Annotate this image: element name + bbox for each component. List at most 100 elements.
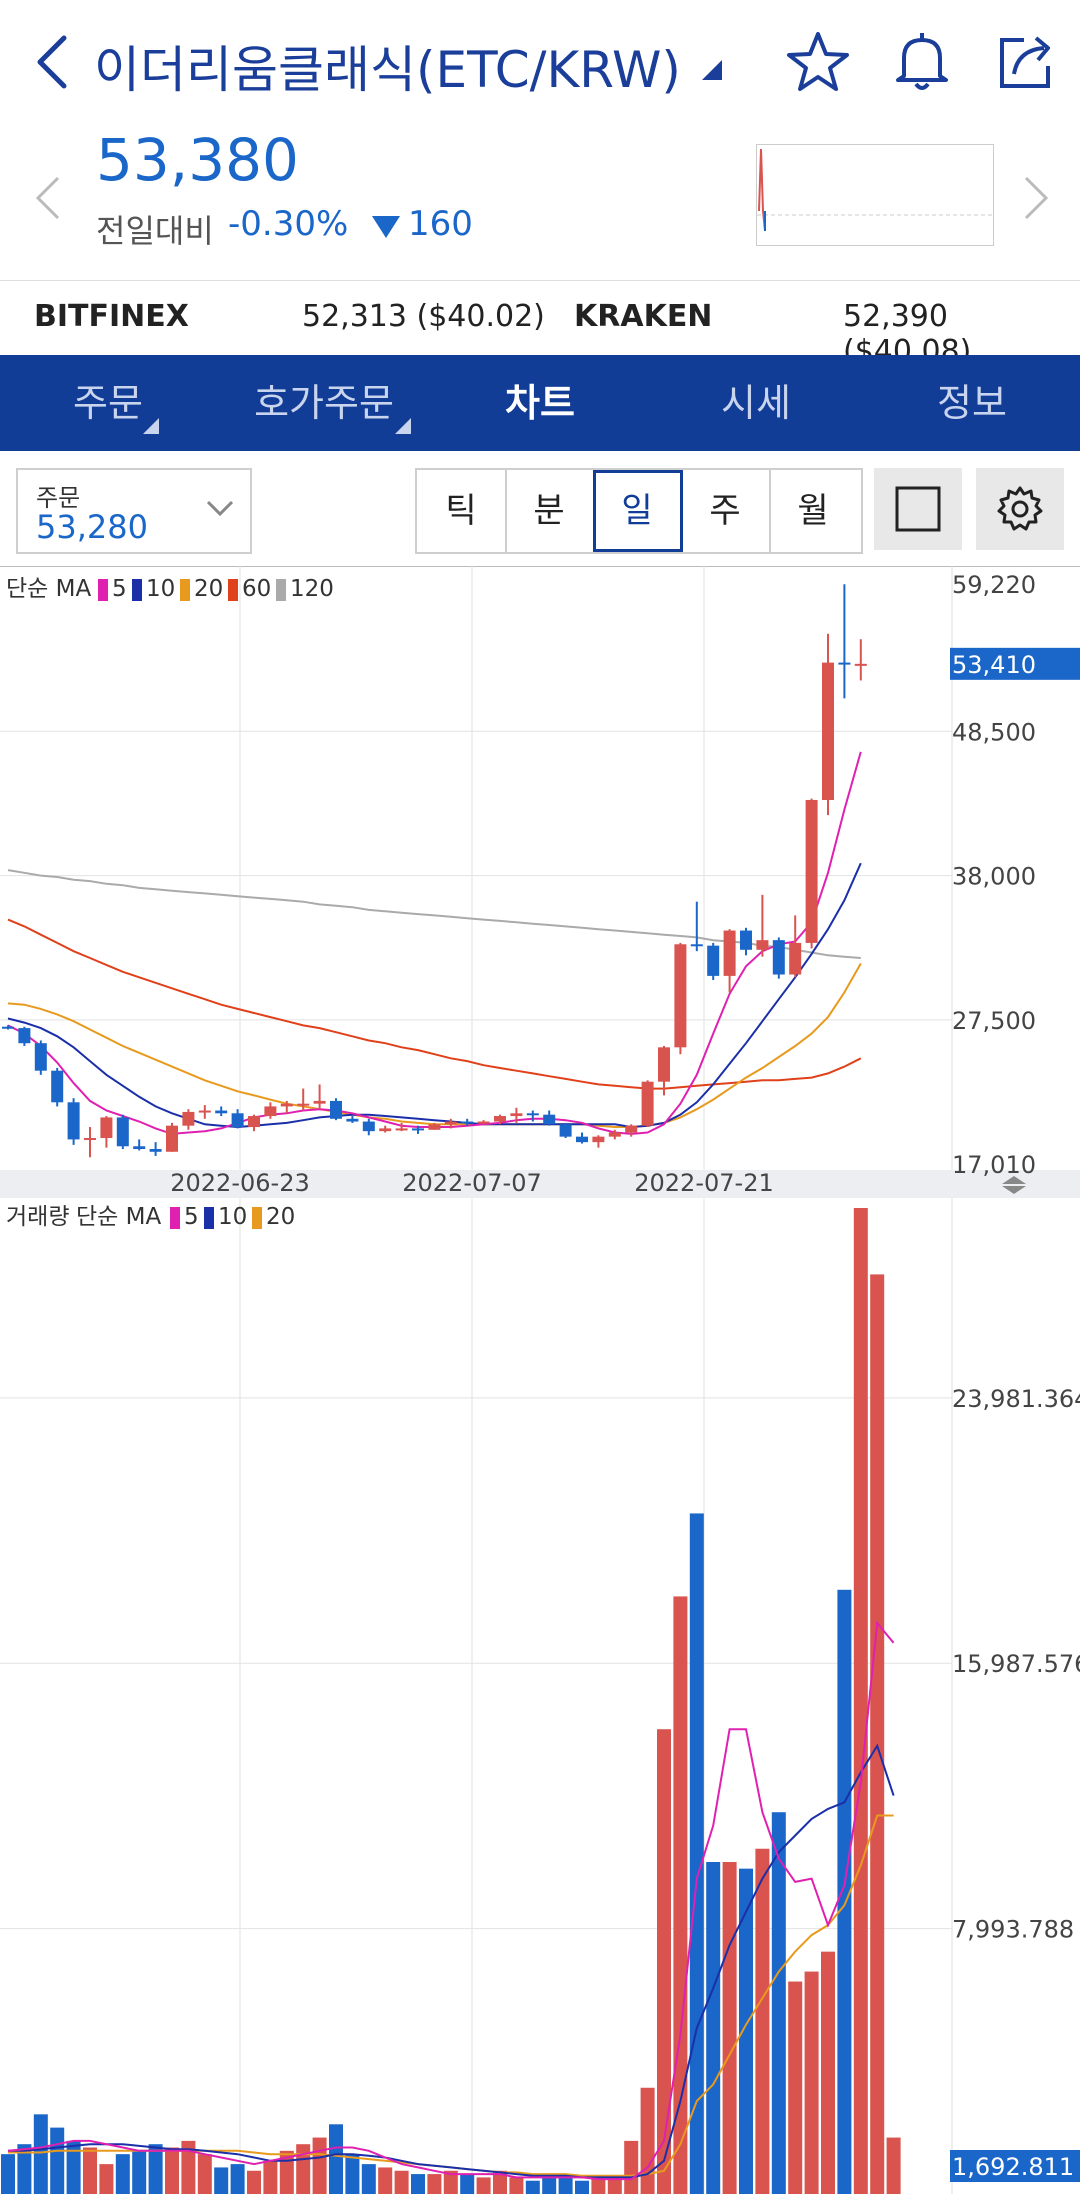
price-pane xyxy=(2,584,867,1158)
period-month[interactable]: 월 xyxy=(797,491,829,531)
candle-body xyxy=(625,1125,638,1133)
candle-body xyxy=(51,1070,64,1103)
candle-body xyxy=(772,940,785,975)
candle-body xyxy=(576,1136,588,1143)
prev-icon[interactable] xyxy=(34,174,62,222)
candle-body xyxy=(477,1121,490,1124)
volume-bar xyxy=(558,2177,573,2194)
y-tick-label: 7,993.788 xyxy=(952,1916,1074,1944)
ma-line-ma120 xyxy=(7,869,861,959)
volume-bar xyxy=(214,2167,229,2194)
price-chart[interactable]: 59,220 48,500 38,000 27,500 17,010 23,981.364… xyxy=(0,566,1080,2194)
candle-body xyxy=(494,1116,506,1122)
period-day[interactable]: 일 xyxy=(593,470,683,552)
volume-ma-line-vma5 xyxy=(7,1620,895,2181)
next-icon[interactable] xyxy=(1022,174,1050,222)
candle-body xyxy=(67,1102,80,1140)
volume-bar xyxy=(230,2164,245,2194)
legend-swatch xyxy=(98,579,108,601)
caret-down-icon[interactable] xyxy=(700,58,724,82)
volume-bar xyxy=(853,1208,868,2194)
candle-body xyxy=(412,1128,424,1131)
current-price-label: 53,410 xyxy=(952,651,1036,679)
volume-bar xyxy=(837,1589,852,2194)
period-minute[interactable]: 분 xyxy=(505,470,595,552)
volume-bar xyxy=(50,2127,65,2194)
compare-label: 전일대비 xyxy=(96,212,214,250)
candle-body xyxy=(280,1103,293,1107)
candle-body xyxy=(18,1028,31,1044)
ma-line-ma60 xyxy=(7,918,862,1090)
star-icon[interactable] xyxy=(786,30,850,94)
volume-bar xyxy=(706,1862,721,2194)
candle-body xyxy=(248,1116,260,1128)
candle-body xyxy=(789,942,802,975)
volume-bar xyxy=(83,2147,97,2194)
y-tick-label: 15,987.576 xyxy=(952,1650,1080,1678)
square-icon xyxy=(895,486,941,532)
candle-body xyxy=(264,1106,277,1117)
volume-bar xyxy=(821,1951,835,2194)
candle-body xyxy=(707,945,720,976)
volume-bar xyxy=(689,1513,704,2194)
legend-swatch xyxy=(180,579,190,601)
bell-icon[interactable] xyxy=(890,30,954,94)
candle-body xyxy=(198,1110,211,1113)
legend-swatch xyxy=(276,579,286,601)
candle-body xyxy=(231,1113,244,1128)
chart-grid xyxy=(0,566,1080,2194)
candle-body xyxy=(149,1149,162,1152)
y-tick-label: 27,500 xyxy=(952,1007,1036,1035)
change-amount: 160 xyxy=(408,204,473,244)
drawing-tool-button[interactable] xyxy=(874,468,962,550)
volume-bar xyxy=(247,2170,261,2194)
volume-bar xyxy=(361,2164,376,2194)
share-icon[interactable] xyxy=(994,30,1058,94)
tab-label: 호가주문 xyxy=(254,381,394,425)
caret-down-icon xyxy=(143,418,159,434)
settings-button[interactable] xyxy=(976,468,1064,550)
order-price-select[interactable]: 주문 53,280 xyxy=(16,468,252,554)
candle-body xyxy=(116,1117,129,1147)
volume-bar xyxy=(411,2174,425,2194)
volume-bar xyxy=(329,2124,343,2194)
volume-bar xyxy=(624,2140,639,2194)
resize-handle-icon xyxy=(1002,1176,1026,1184)
exchange-row: BITFINEX 52,313 ($40.02) KRAKEN 52,390 (… xyxy=(0,280,1080,369)
back-icon[interactable] xyxy=(30,32,74,92)
candle-body xyxy=(428,1124,441,1130)
candle-body xyxy=(608,1132,621,1137)
legend-prefix: 단순 MA xyxy=(6,576,91,602)
legend-prefix: 단순 MA xyxy=(76,1204,161,1230)
x-tick-label: 2022-06-23 xyxy=(170,1169,309,1197)
candle-body xyxy=(822,662,834,801)
period-tick[interactable]: 틱 xyxy=(417,470,507,552)
resize-handle-icon xyxy=(1002,1186,1026,1194)
page-title[interactable]: 이더리움클래식(ETC/KRW) xyxy=(94,41,681,99)
legend-title: 거래량 xyxy=(6,1204,69,1230)
candle-body xyxy=(674,944,687,1048)
current-price-marker xyxy=(950,647,1080,680)
tab-order[interactable]: 주문 xyxy=(0,355,216,451)
mini-sparkline xyxy=(756,144,994,246)
volume-bar xyxy=(427,2174,442,2194)
candle-body xyxy=(297,1103,310,1106)
period-week[interactable]: 주 xyxy=(681,470,771,552)
tab-info[interactable]: 정보 xyxy=(864,355,1080,451)
volume-bar xyxy=(476,2177,491,2194)
tab-limit-order[interactable]: 호가주문 xyxy=(216,355,432,451)
legend-item: 20 xyxy=(266,1204,295,1230)
legend-item: 20 xyxy=(194,576,223,602)
candle-body xyxy=(84,1138,96,1141)
legend-swatch xyxy=(170,1207,180,1229)
candle-body xyxy=(641,1081,654,1126)
change-percent: -0.30% xyxy=(228,204,349,244)
volume-bar xyxy=(181,2140,196,2194)
candle-body xyxy=(690,944,703,947)
tab-chart[interactable]: 차트 xyxy=(432,355,648,451)
volume-bar xyxy=(132,2150,147,2194)
volume-bar xyxy=(115,2154,130,2194)
x-tick-label: 2022-07-21 xyxy=(634,1169,773,1197)
volume-bar xyxy=(493,2170,507,2194)
tab-quotes[interactable]: 시세 xyxy=(648,355,864,451)
